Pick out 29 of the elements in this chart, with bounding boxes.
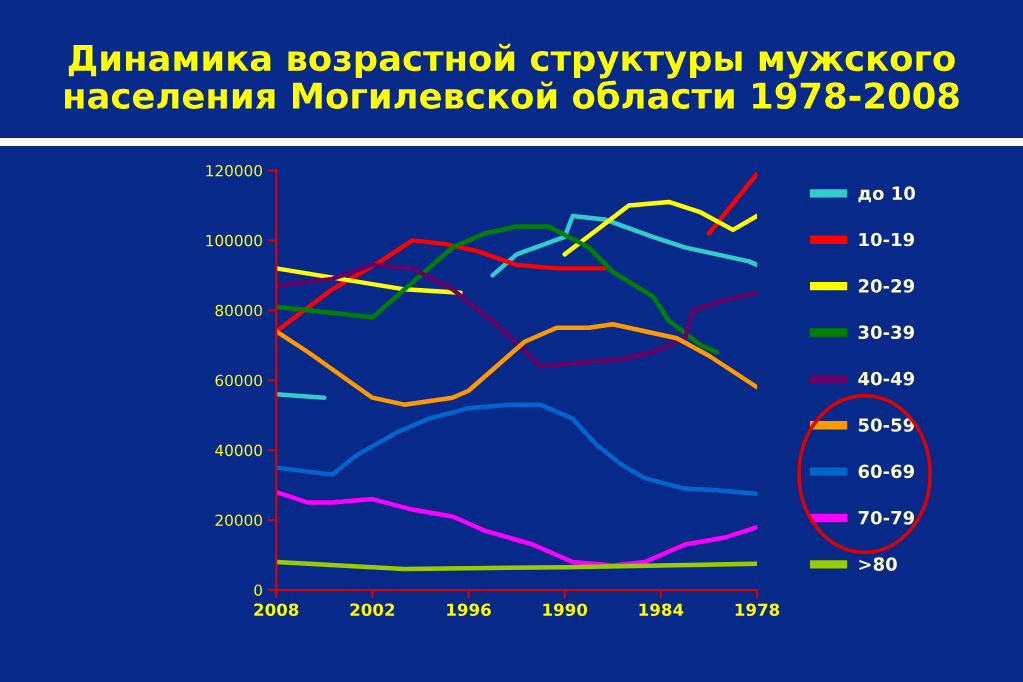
x-tick-label: 1996 <box>447 603 491 617</box>
line-series <box>276 262 758 369</box>
y-tick-label: 60000 <box>215 374 262 387</box>
legend-label: 20-29 <box>858 279 915 293</box>
line-series <box>276 322 758 407</box>
line-series <box>276 489 758 568</box>
line-series <box>276 224 720 355</box>
x-tick-label: 1990 <box>543 603 588 617</box>
x-tick-label: 2008 <box>254 603 299 617</box>
x-tick-label: 2002 <box>350 603 395 617</box>
x-tick-label: 1978 <box>735 603 780 617</box>
y-tick-label: 100000 <box>206 234 262 247</box>
legend-label: 60-69 <box>858 464 915 479</box>
legend-label: >80 <box>859 557 897 571</box>
x-tick-label: 1984 <box>639 603 684 617</box>
y-tick-label: 80000 <box>215 304 262 317</box>
legend-label: 50-59 <box>858 418 915 432</box>
legend-label: 70-79 <box>858 510 915 525</box>
line-series <box>276 559 758 572</box>
y-tick-label: 120000 <box>206 164 262 177</box>
legend-label: 30-39 <box>858 325 915 340</box>
line-series <box>276 402 758 497</box>
legend-label: 10-19 <box>859 232 915 247</box>
legend-label: до 10 <box>858 186 915 203</box>
legend-label: 40-49 <box>858 371 915 386</box>
y-tick-label: 0 <box>254 584 262 596</box>
y-tick-label: 40000 <box>215 444 262 457</box>
chart-title: Динамика возрастной структуры мужского населения Могилевской области 1978-2008 <box>65 43 959 110</box>
y-tick-label: 20000 <box>215 514 262 527</box>
